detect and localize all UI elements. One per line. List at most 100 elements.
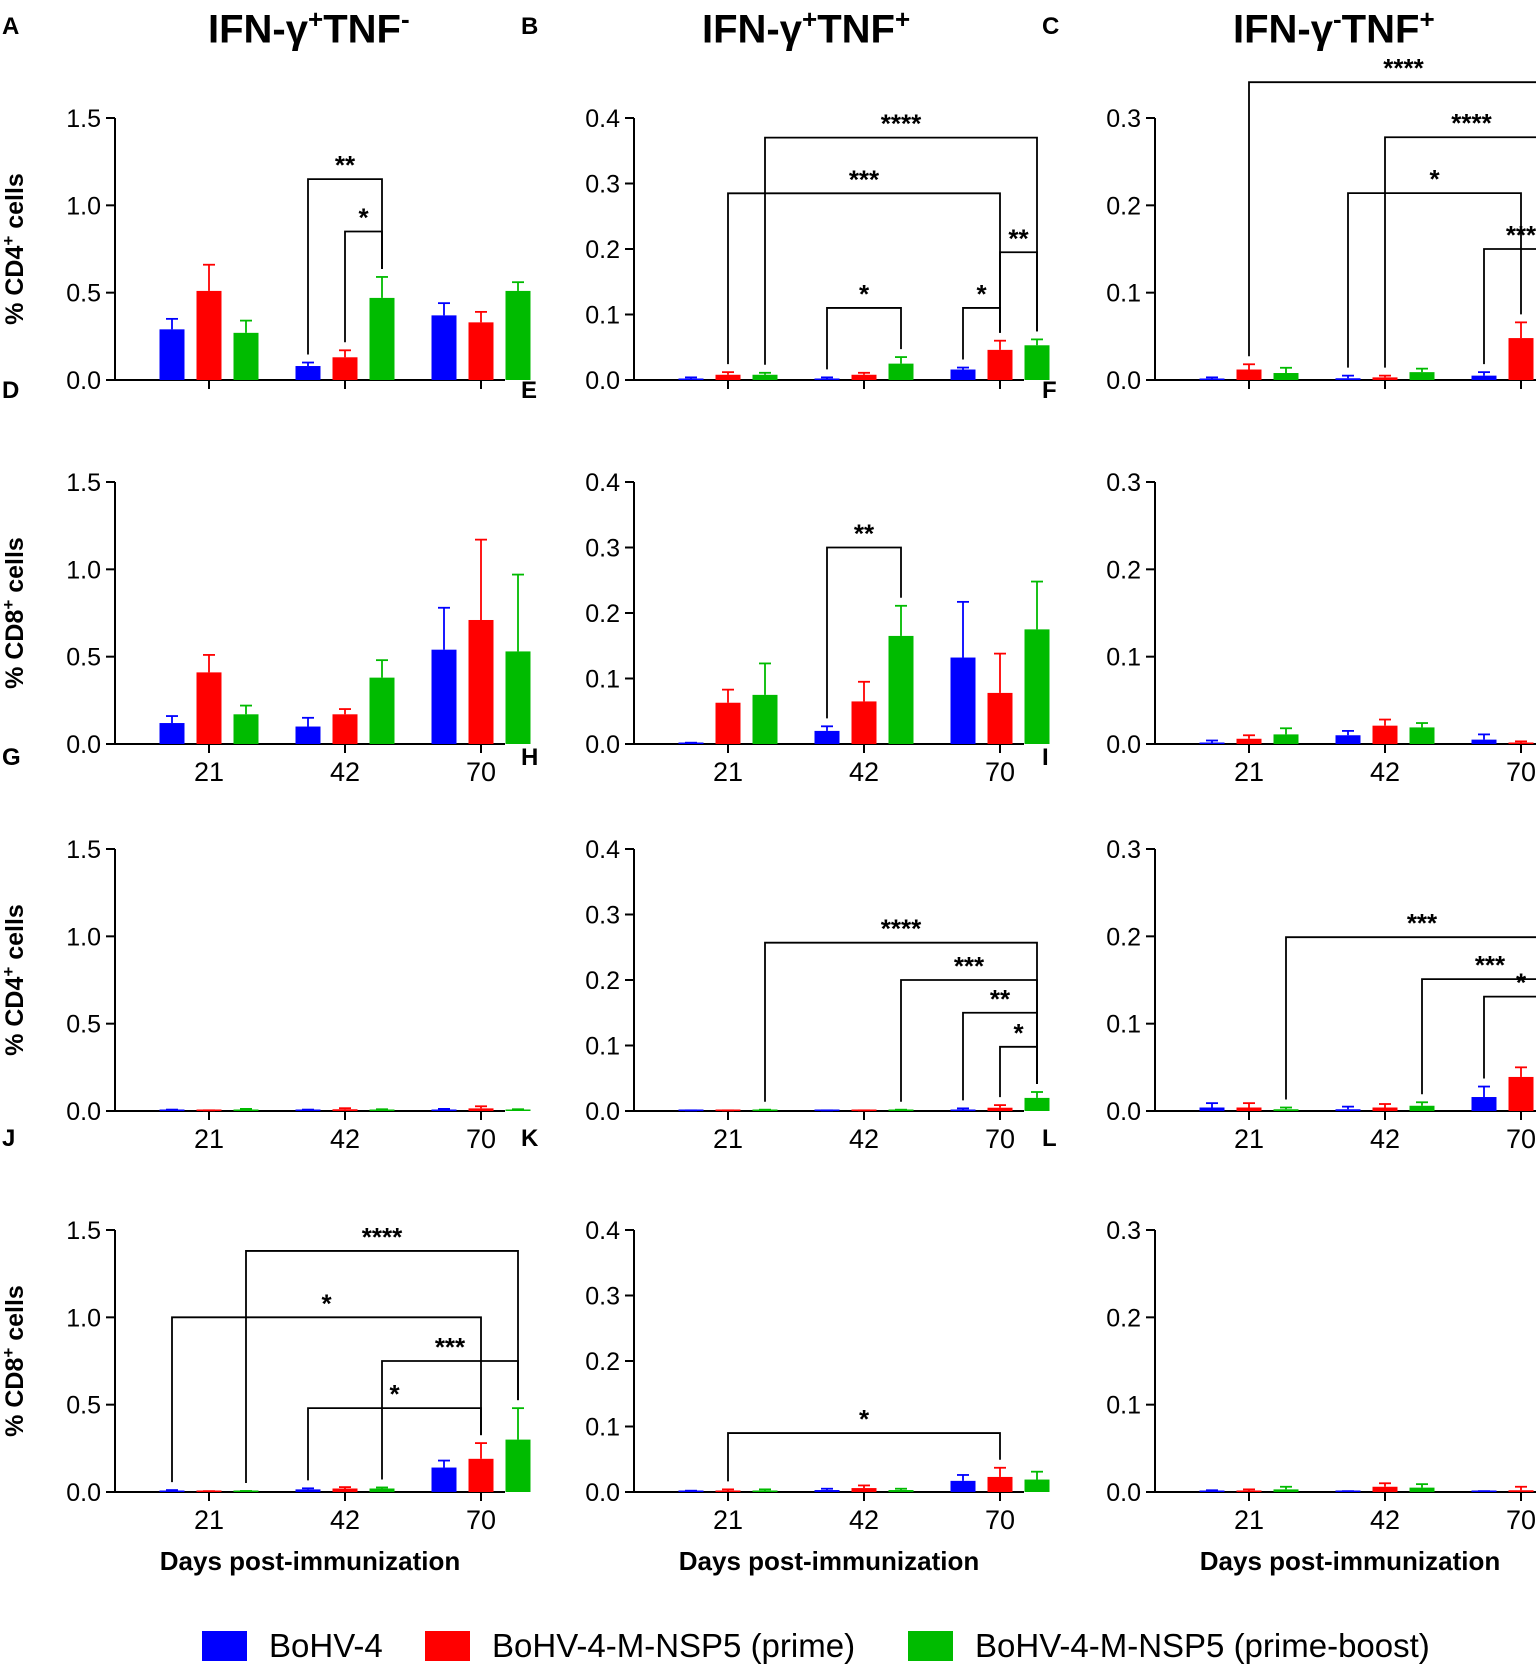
y-tick-label: 0.4	[585, 469, 620, 497]
y-tick-label: 0.1	[1106, 1011, 1141, 1039]
bar	[888, 1490, 914, 1492]
bar	[1024, 629, 1050, 744]
y-label-suffix: cells	[1, 173, 29, 236]
panel-h: H0.00.10.20.30.421 42 70**********	[521, 744, 1050, 1154]
x-tick-label: 42	[849, 1124, 879, 1154]
y-tick-label: 0.3	[585, 535, 620, 563]
bar	[814, 730, 840, 744]
y-tick-label: 0.3	[1106, 105, 1141, 133]
bar	[1236, 738, 1262, 744]
y-tick-label: 0.0	[585, 1479, 620, 1507]
bar	[1409, 1487, 1435, 1492]
x-tick-label: 21	[194, 757, 224, 787]
legend: BoHV-4 BoHV-4-M-NSP5 (prime) BoHV-4-M-NS…	[0, 1627, 1536, 1671]
title-base: IFN-γ	[208, 7, 308, 52]
y-tick-label: 0.1	[1106, 280, 1141, 308]
significance-label: **	[335, 150, 356, 180]
x-tick-label: 70	[1506, 1505, 1536, 1535]
bar	[752, 694, 778, 744]
significance-label: ****	[881, 109, 922, 139]
bar	[332, 714, 358, 744]
bar	[505, 290, 531, 380]
bar	[233, 714, 259, 744]
y-tick-label: 1.0	[66, 192, 101, 220]
bar	[369, 297, 395, 380]
x-tick-label: 70	[985, 1505, 1015, 1535]
x-tick-label: 70	[985, 1124, 1015, 1154]
bar	[1024, 345, 1050, 380]
panel-a: A 0.0 0.5 1.0 1.5 % CD4+ cells ***	[0, 13, 531, 395]
panel-letter: E	[521, 377, 537, 404]
significance-bracket	[344, 230, 383, 343]
y-tick-label: 0.3	[585, 902, 620, 930]
bar	[505, 1109, 531, 1111]
bar	[468, 1458, 494, 1492]
x-tick-label: 70	[985, 757, 1015, 787]
bar	[1199, 1107, 1225, 1111]
y-tick-label: 0.0	[585, 367, 620, 395]
bar	[678, 378, 704, 380]
legend-item-bohv4: BoHV-4	[202, 1627, 383, 1665]
bar	[332, 357, 358, 380]
significance-bracket	[1347, 192, 1522, 368]
legend-swatch	[202, 1631, 247, 1661]
y-tick-label: 0.2	[1106, 192, 1141, 220]
significance-label: ****	[1383, 53, 1424, 83]
bar	[1372, 1107, 1398, 1111]
bar	[950, 657, 976, 744]
x-tick-label: 42	[1370, 757, 1400, 787]
significance-bracket	[307, 1407, 482, 1481]
bar	[468, 619, 494, 744]
title-sup: -	[1333, 4, 1342, 34]
bar	[715, 1490, 741, 1492]
y-tick-label: 0.0	[1106, 1098, 1141, 1126]
x-tick-label: 21	[713, 757, 743, 787]
y-axis-label: % CD8+ cells	[0, 1285, 29, 1437]
bar	[1471, 739, 1497, 744]
significance-bracket	[1483, 248, 1536, 365]
bar	[295, 1489, 321, 1492]
bar	[295, 726, 321, 744]
figure-panels: A0.00.51.01.5% CD4+ cells***B0.00.10.20.…	[0, 13, 1536, 1576]
significance-bracket	[1483, 995, 1536, 1079]
panel-c: C0.00.10.20.3************	[1042, 13, 1536, 395]
significance-bracket	[826, 307, 902, 370]
significance-label: *	[321, 1288, 332, 1318]
y-tick-label: 0.0	[585, 731, 620, 759]
legend-label: BoHV-4-M-NSP5 (prime-boost)	[975, 1627, 1430, 1664]
significance-label: *	[389, 1379, 400, 1409]
bar	[814, 1490, 840, 1492]
y-tick-label: 0.0	[585, 1098, 620, 1126]
bar	[1024, 1479, 1050, 1492]
bar	[1335, 1109, 1361, 1111]
bar	[1236, 1490, 1262, 1492]
significance-label: ****	[881, 914, 922, 944]
panel-i: I0.00.10.20.321 42 70*******	[1042, 744, 1536, 1154]
title-mid: TNF	[323, 7, 401, 52]
y-axis-label: % CD4+ cells	[0, 904, 29, 1056]
y-tick-label: 0.0	[66, 731, 101, 759]
bar	[888, 363, 914, 380]
bar	[1273, 373, 1299, 380]
column-title-ifng-neg-tnf-pos: IFN-γ-TNF+	[1233, 4, 1435, 52]
bar	[369, 1488, 395, 1492]
bar	[468, 322, 494, 380]
panel-j: J 0.0 0.5 1.0 1.5 21 42 70 % CD8+ cells Days post…	[0, 1125, 531, 1576]
bar	[752, 374, 778, 380]
bar	[950, 369, 976, 380]
title-sup: +	[308, 4, 324, 34]
x-tick-label: 42	[1370, 1124, 1400, 1154]
panel-letter: A	[2, 13, 19, 40]
y-tick-label: 0.0	[66, 367, 101, 395]
significance-bracket	[727, 1432, 1001, 1482]
significance-label: **	[854, 519, 875, 549]
bar	[1508, 742, 1534, 744]
legend-label: BoHV-4	[269, 1627, 383, 1664]
bar	[715, 374, 741, 380]
panel-e: E 0.0 0.1 0.2 0.3 0.4 21 42 70 **	[521, 377, 1050, 787]
panel-letter: L	[1042, 1125, 1057, 1152]
panel-letter: I	[1042, 744, 1049, 771]
bar	[950, 1109, 976, 1111]
significance-label: *	[859, 279, 870, 309]
significance-bracket	[764, 136, 1038, 365]
